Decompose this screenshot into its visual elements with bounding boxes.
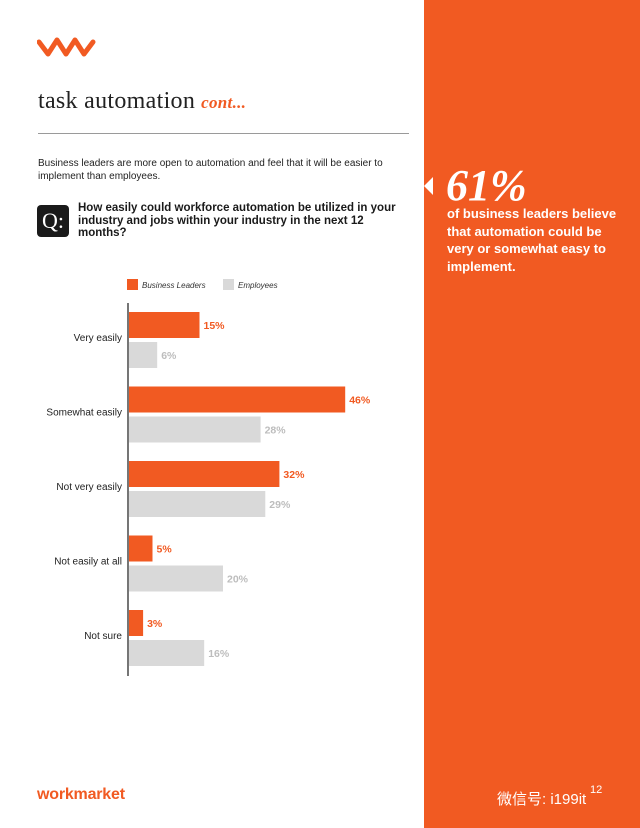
bar-0 <box>129 535 153 562</box>
bar-0 <box>129 386 346 413</box>
data-label-0: 3% <box>147 618 163 630</box>
bar-chart: Business Leaders Employees Very easily 15% 6… <box>46 279 371 676</box>
page-number: 12 <box>590 784 603 796</box>
data-label-1: 29% <box>269 499 291 511</box>
data-label-0: 5% <box>157 544 173 556</box>
page-title-text: task automation <box>38 88 196 114</box>
bar-1 <box>129 416 261 443</box>
watermark-text: 微信号: i199it <box>497 791 587 808</box>
category-label: Not very easily <box>56 482 122 493</box>
bar-1 <box>129 342 158 368</box>
legend-label-0: Business Leaders <box>142 281 206 290</box>
data-label-0: 32% <box>283 469 305 481</box>
bar-0 <box>129 461 280 487</box>
stat-value: 61% <box>446 161 527 210</box>
bar-1 <box>129 640 205 666</box>
bar-1 <box>129 491 266 517</box>
wm-logo-icon <box>37 37 96 57</box>
data-label-1: 6% <box>161 350 177 362</box>
page-title-suffix: cont... <box>201 93 247 112</box>
data-label-1: 28% <box>265 425 287 437</box>
intro-text: Business leaders are more open to automa… <box>38 158 383 182</box>
brand-logo: workmarket <box>37 786 125 803</box>
bar-0 <box>129 312 200 338</box>
bar-1 <box>129 565 223 592</box>
question-badge: Q: <box>37 205 69 237</box>
left-arrow-icon <box>424 177 433 195</box>
data-label-0: 46% <box>349 395 371 407</box>
category-label: Very easily <box>74 333 122 344</box>
category-label: Not sure <box>84 631 122 642</box>
category-label: Not easily at all <box>54 557 122 568</box>
page-title: task automation cont... <box>38 88 246 115</box>
title-divider <box>38 133 409 134</box>
category-label: Somewhat easily <box>46 408 122 419</box>
bar-0 <box>129 610 144 636</box>
data-label-1: 16% <box>208 648 230 660</box>
data-label-0: 15% <box>204 320 226 332</box>
legend-label-1: Employees <box>238 281 278 290</box>
legend-swatch-1 <box>223 279 234 290</box>
stat-description: of business leaders believe that automat… <box>447 206 617 274</box>
question-text: How easily could workforce automation be… <box>78 202 396 239</box>
stat-sidebar <box>424 0 640 828</box>
legend-swatch-0 <box>127 279 138 290</box>
data-label-1: 20% <box>227 574 249 586</box>
